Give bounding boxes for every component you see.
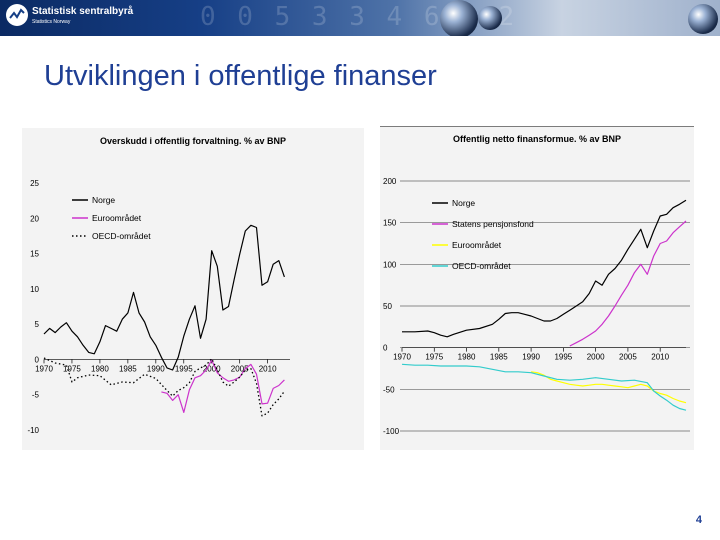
y-tick-label: -100 [383, 427, 400, 436]
series-line-0 [43, 224, 285, 371]
banner-decoration-orb [440, 0, 478, 36]
y-tick-label: 15 [30, 250, 39, 259]
x-tick-label: 2000 [203, 364, 221, 373]
y-tick-label: -50 [383, 385, 395, 394]
legend-label: OECD-området [452, 261, 511, 271]
x-tick-label: 1985 [490, 353, 508, 362]
legend-label: Statens pensjonsfond [452, 219, 534, 229]
x-tick-label: 1975 [63, 364, 81, 373]
chart-surplus: Overskudd i offentlig forvaltning. % av … [27, 136, 290, 435]
org-subtitle: Statistics Norway [32, 19, 71, 25]
x-tick-label: 2010 [259, 364, 277, 373]
legend-label: OECD-området [92, 231, 151, 241]
chart-panel-surplus: Overskudd i offentlig forvaltning. % av … [22, 128, 364, 450]
x-tick-label: 1970 [35, 364, 53, 373]
x-tick-label: 1995 [175, 364, 193, 373]
x-tick-label: 2010 [651, 353, 669, 362]
y-tick-label: 50 [383, 302, 392, 311]
y-tick-label: 100 [383, 260, 397, 269]
y-tick-label: 200 [383, 177, 397, 186]
x-tick-label: 1990 [147, 364, 165, 373]
y-tick-label: 0 [383, 344, 388, 353]
series-line-1 [569, 220, 687, 347]
x-tick-label: 2005 [619, 353, 637, 362]
legend-label: Euroområdet [92, 213, 142, 223]
x-tick-label: 1975 [425, 353, 443, 362]
y-tick-label: 10 [30, 285, 39, 294]
page-number: 4 [695, 514, 702, 526]
banner-decoration-orb [688, 4, 718, 34]
banner-decoration-orb [478, 6, 502, 30]
x-tick-label: 1995 [554, 353, 572, 362]
y-tick-label: 5 [35, 320, 40, 329]
x-tick-label: 1990 [522, 353, 540, 362]
y-tick-label: -10 [27, 426, 39, 435]
x-tick-label: 1970 [393, 353, 411, 362]
header-banner: 0 0 5 3 3 4 6 9 2 Statistisk sentralbyrå… [0, 0, 720, 36]
x-tick-label: 2005 [231, 364, 249, 373]
x-tick-label: 1980 [91, 364, 109, 373]
legend-label: Norge [92, 195, 115, 205]
chart-title: Offentlig netto finansformue. % av BNP [453, 134, 621, 144]
legend-label: Euroområdet [452, 240, 502, 250]
chart-net-wealth: Offentlig netto finansformue. % av BNP 20… [380, 126, 694, 436]
series-line-2 [43, 357, 285, 417]
series-line-0 [402, 199, 687, 338]
series-line-2 [531, 371, 687, 404]
chart-panel-net-wealth: Offentlig netto finansformue. % av BNP 20… [380, 126, 694, 450]
y-tick-label: 0 [35, 355, 40, 364]
chart-title: Overskudd i offentlig forvaltning. % av … [100, 136, 286, 146]
org-name: Statistisk sentralbyrå [32, 6, 134, 17]
y-tick-label: 20 [30, 214, 39, 223]
legend-label: Norge [452, 198, 475, 208]
page-title: Utviklingen i offentlige finanser [44, 60, 437, 92]
y-tick-label: -5 [32, 391, 40, 400]
series-line-3 [401, 363, 687, 411]
x-tick-label: 1980 [458, 353, 476, 362]
x-tick-label: 1985 [119, 364, 137, 373]
logo-icon [6, 4, 28, 26]
series-line-1 [161, 359, 285, 413]
y-tick-label: 25 [30, 179, 39, 188]
x-tick-label: 2000 [587, 353, 605, 362]
y-tick-label: 150 [383, 219, 397, 228]
